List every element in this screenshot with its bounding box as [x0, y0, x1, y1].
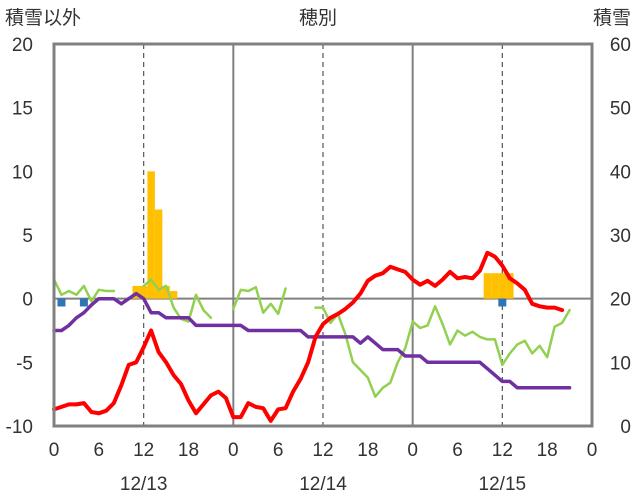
wind-marker: [79, 298, 88, 307]
right-tick-label: 40: [610, 162, 631, 183]
pressure-line: [52, 291, 572, 390]
precipitation-bar: [139, 285, 148, 299]
x-tick-label: 6: [273, 440, 284, 461]
left-tick-label: 15: [12, 99, 33, 120]
right-tick-label: 60: [610, 35, 631, 56]
chart-title: 穂別: [299, 7, 337, 29]
humidity-line: [232, 285, 287, 316]
date-labels: 12/13 12/14 12/15: [120, 474, 526, 495]
date-label: 12/13: [120, 474, 168, 495]
x-tick-label: 12: [133, 440, 154, 461]
right-tick-label: 0: [620, 417, 631, 438]
wind-marker: [498, 298, 507, 307]
series-lines: [52, 250, 572, 423]
temperature-line: [52, 250, 565, 423]
x-tick-label: 0: [228, 440, 239, 461]
left-tick-label: -10: [6, 417, 33, 438]
x-tick-label: 6: [94, 440, 105, 461]
precipitation-bar: [491, 273, 499, 299]
precipitation-bar: [483, 273, 492, 299]
x-tick-label: 12: [492, 440, 513, 461]
x-tick-label: 0: [49, 440, 60, 461]
left-tick-label: 0: [22, 290, 33, 311]
x-tick-label: 0: [407, 440, 418, 461]
precipitation-bar: [169, 291, 178, 299]
x-tick-label: 18: [357, 440, 378, 461]
right-tick-label: 20: [610, 290, 631, 311]
precipitation-bar: [506, 273, 514, 299]
right-tick-label: 50: [610, 99, 631, 120]
x-tick-label: 18: [178, 440, 199, 461]
date-label: 12/15: [479, 474, 527, 495]
left-axis-ticks: 20 15 10 5 0 -5 -10: [6, 35, 33, 438]
left-tick-label: -5: [16, 353, 33, 374]
left-axis-title: 積雪以外: [5, 7, 81, 29]
right-tick-label: 30: [610, 226, 631, 247]
precipitation-bar: [162, 285, 170, 299]
x-tick-label: 0: [587, 440, 598, 461]
left-tick-label: 5: [22, 226, 33, 247]
x-tick-label: 6: [452, 440, 463, 461]
right-axis-ticks: 60 50 40 30 20 10 0: [610, 35, 631, 438]
left-tick-label: 20: [12, 35, 33, 56]
x-tick-label: 18: [537, 440, 558, 461]
plot-frame: [52, 42, 594, 428]
right-tick-label: 10: [610, 353, 631, 374]
humidity-line: [52, 278, 116, 303]
wind-markers: [57, 298, 507, 307]
precipitation-bar: [154, 209, 163, 299]
date-label: 12/14: [299, 474, 347, 495]
x-tick-label: 12: [312, 440, 333, 461]
right-axis-title: 積雪: [593, 7, 631, 29]
humidity-line: [142, 278, 213, 323]
x-axis-ticks: 0 6 12 18 0 6 12 18 0 6 12 18 0: [49, 440, 598, 461]
humidity-line: [314, 305, 571, 398]
left-tick-label: 10: [12, 162, 33, 183]
precipitation-bar: [498, 273, 507, 299]
wind-marker: [57, 298, 66, 307]
precipitation-bar: [147, 171, 155, 299]
